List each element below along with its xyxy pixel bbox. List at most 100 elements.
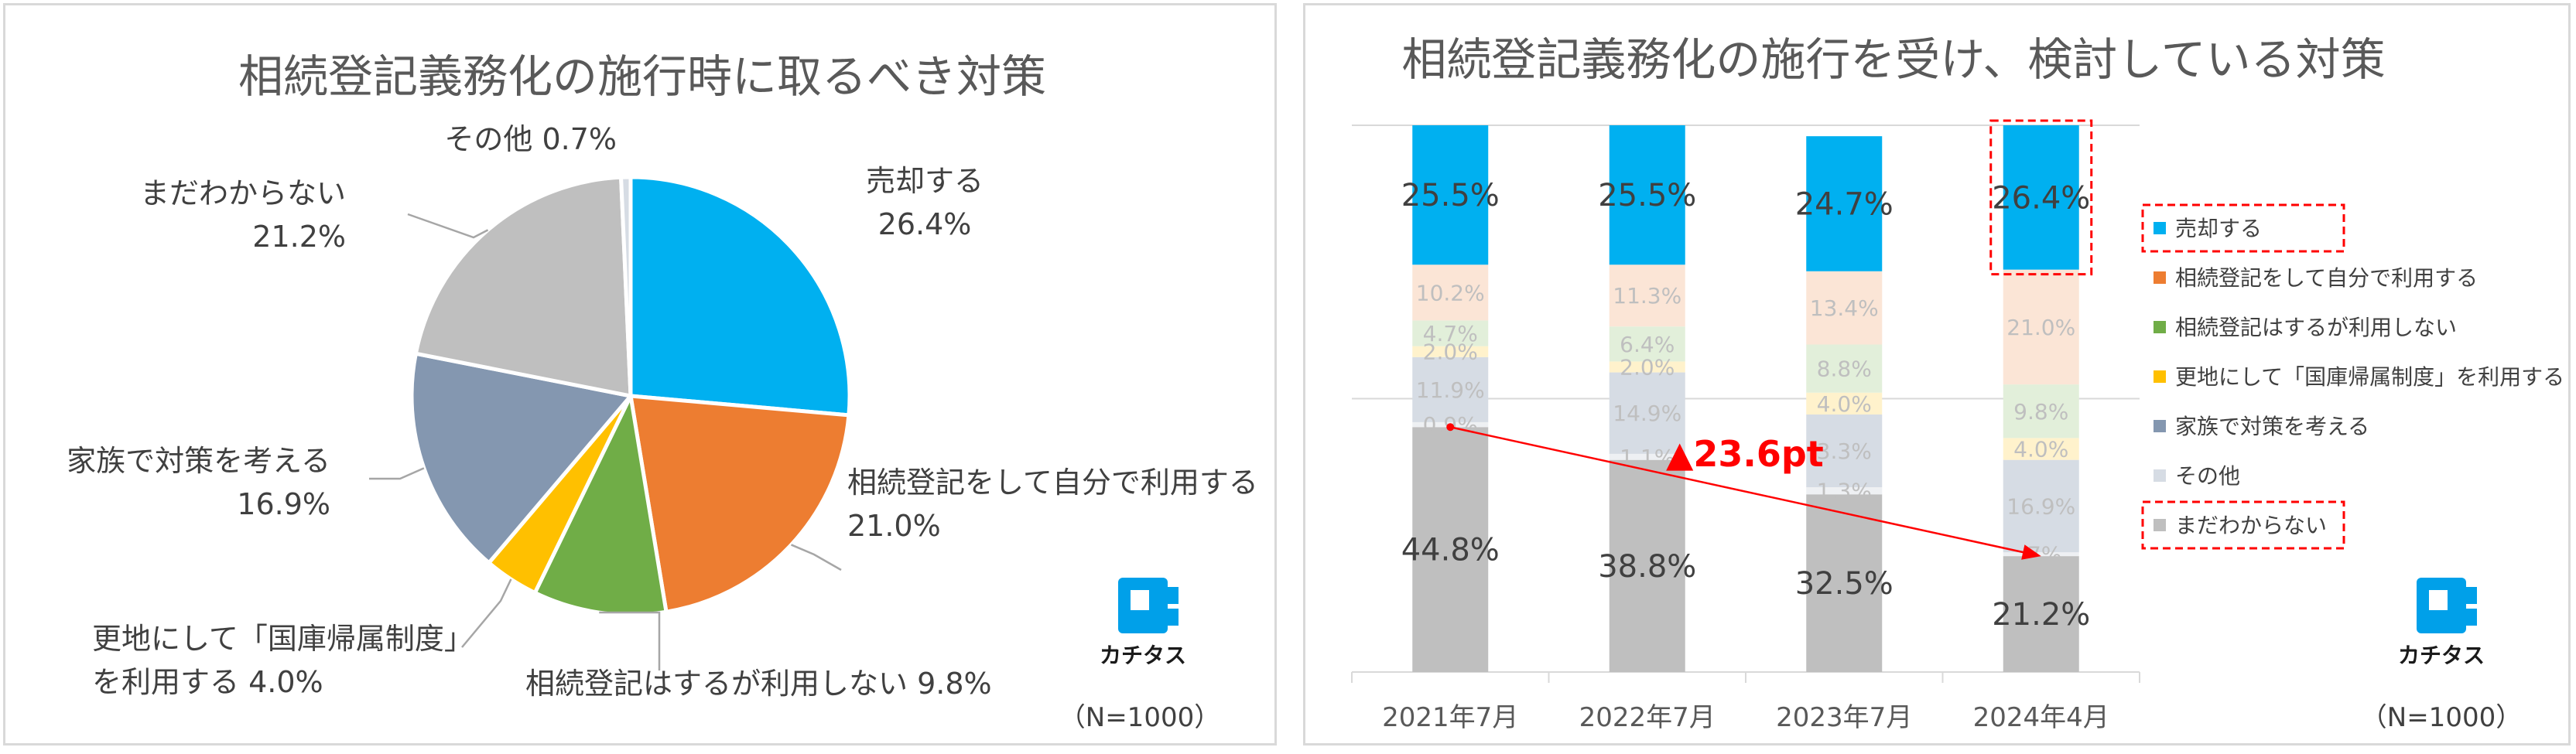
legend-label: まだわからない [2175,513,2327,538]
bar-data-label: 1.3% [1817,479,1872,504]
logo-text: カチタス [2398,643,2485,668]
bar-segment [1412,264,1489,321]
bar-data-label: 8.8% [1817,357,1872,382]
bar-data-label: 10.2% [1416,280,1485,305]
legend-swatch [2154,222,2166,234]
pie-slice-value: 21.2% [252,220,346,254]
legend-swatch [2154,271,2166,284]
pie-slice [413,175,633,399]
bar-data-label: 24.7% [1795,186,1894,222]
bar-data-label: 26.4% [1992,180,2090,216]
stacked-bar-panel: 相続登記義務化の施行を受け、検討している対策 44.8%0.9%11.9%2.0… [1303,3,2571,745]
bar-data-label: 13.4% [1810,295,1879,321]
legend-swatch [2154,519,2166,531]
bar-segment [1806,487,1883,495]
legend-highlight-box [2141,203,2345,253]
pie-leader-line [461,578,512,648]
pie-slice-label: その他 0.7% [444,122,617,156]
bar-data-label: 2.0% [1423,339,1478,365]
pie-slice-value: 21.0% [847,509,941,543]
pie-chart-panel: 相続登記義務化の施行時に取るべき対策 売却する 26.4% 相続登記をして自分で利用… [3,3,1277,745]
change-callout: ▲23.6pt [1666,433,1824,475]
legend-swatch [2154,370,2166,383]
bar-segment [2003,459,2079,553]
legend-label: その他 [2175,463,2240,489]
bar-segment [2003,552,2079,557]
pie-leader-line [599,611,661,670]
bar-data-label: 44.8% [1401,533,1500,568]
bar-segment [2003,438,2079,460]
legend-label: 相続登記をして自分で利用する [2175,265,2478,291]
x-tick-label: 2023年7月 [1776,702,1912,733]
pie-slice-value: 26.4% [878,207,972,241]
pie-slice-value: を利用する 4.0% [92,665,323,699]
legend-label: 家族で対策を考える [2175,414,2369,439]
sample-size-note: （N=1000） [2361,702,2522,733]
bar-data-label: 21.2% [1992,597,2090,633]
pie-slice [628,175,852,418]
pie-slice-value: 16.9% [237,487,330,521]
pie-leader-line [369,467,425,480]
legend-label: 売却する [2175,216,2262,241]
bar-data-label: 3.3% [1817,438,1872,464]
x-tick-label: 2021年7月 [1382,702,1518,733]
bar-segment [1412,427,1489,672]
bar-segment [1806,392,1883,415]
pie-chart: 相続登記義務化の施行時に取るべき対策 売却する 26.4% 相続登記をして自分で利用… [67,50,1258,733]
pie-slice-label: 売却する [866,164,984,198]
bar-segment [1609,125,1685,265]
arrow-head [2021,544,2041,560]
legend-label: 更地にして「国庫帰属制度」を利用する [2175,364,2564,390]
bar-data-label: 14.9% [1613,401,1681,426]
bar-segment [1806,415,1883,488]
bar-segment [2003,125,2079,270]
bar-data-label: 11.9% [1416,377,1485,403]
highlight-box [1989,119,2093,276]
legend-swatch [2154,321,2166,333]
bar-data-label: 21.0% [2006,315,2075,340]
pie-chart-title: 相続登記義務化の施行時に取るべき対策 [238,50,1046,103]
pie-slice-label: 家族で対策を考える [67,444,330,478]
stacked-bar-chart: 相続登記義務化の施行を受け、検討している対策 44.8%0.9%11.9%2.0… [1351,33,2564,733]
pie-slice-label: 相続登記はするが利用しない 9.8% [525,667,992,701]
logo-text: カチタス [1100,643,1186,668]
pie-slice-label: まだわからない [140,176,346,210]
bar-data-label: 4.7% [1423,321,1478,346]
bar-data-label: 11.3% [1613,283,1681,309]
x-tick-label: 2024年4月 [1973,702,2109,733]
bar-data-label: 9.8% [2013,399,2068,425]
bar-chart-title: 相続登記義務化の施行を受け、検討している対策 [1401,33,2385,86]
kachitas-logo: カチタス [1100,578,1186,668]
bar-data-label: 4.0% [1817,391,1872,417]
bar-data-label: 25.5% [1598,178,1696,213]
bar-segment [1806,136,1883,271]
bar-segment [1806,494,1883,672]
bar-segment [1609,372,1685,454]
bar-segment [2003,556,2079,672]
trend-arrow [1449,426,2031,555]
bar-data-label: 32.5% [1795,566,1894,602]
bar-data-label: 4.0% [2013,437,2068,462]
bar-segment [1412,320,1489,346]
pie-leader-line [407,213,489,239]
bar-data-label: 16.9% [2006,493,2075,519]
bar-segment [2003,269,2079,385]
bar-segment [1609,459,1685,672]
pie-slice-label: 相続登記をして自分で利用する [847,466,1258,500]
bar-data-label: 2.0% [1620,354,1675,380]
bar-data-label: 6.4% [1620,332,1675,357]
bar-data-label: 25.5% [1401,178,1500,213]
bar-data-label: 38.8% [1598,549,1696,585]
bar-segment [1609,453,1685,460]
bar-segment [1412,357,1489,422]
x-tick-label: 2022年7月 [1579,702,1716,733]
sample-size-note: （N=1000） [1059,702,1220,733]
pie-slice [618,175,633,397]
bar-segment [1806,271,1883,345]
bar-segment [1806,344,1883,393]
pie-slice [628,394,851,615]
bar-segment [1609,264,1685,327]
legend-highlight-box [2141,500,2345,550]
bar-segment [1412,125,1489,265]
pie-leader-line [791,544,842,571]
